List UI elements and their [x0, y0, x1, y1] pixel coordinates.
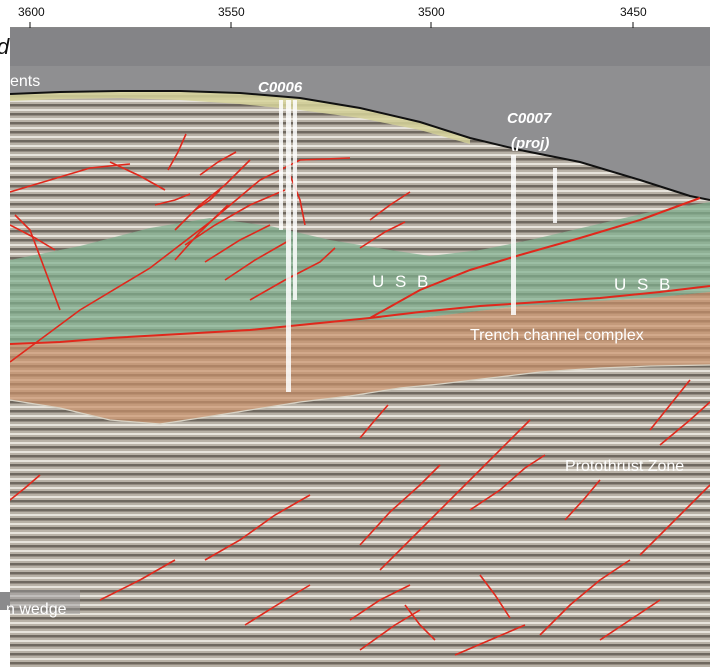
fault — [199, 151, 237, 176]
fault — [564, 479, 601, 521]
trench-base-line — [10, 364, 710, 425]
fault — [10, 474, 41, 501]
borehole-segment — [511, 155, 516, 315]
fault — [349, 584, 411, 621]
tick-label-3450: 3450 — [620, 5, 647, 19]
fault-lines — [10, 133, 710, 656]
fault — [204, 494, 311, 561]
fault — [224, 239, 291, 281]
water-column — [10, 28, 710, 200]
wedge-label-band — [10, 590, 80, 614]
fault — [359, 221, 406, 249]
well-label-c0007-proj: (proj) — [511, 135, 549, 152]
header-band — [10, 28, 710, 66]
fault — [379, 419, 531, 571]
fault — [194, 189, 221, 211]
tick-label-3600: 3600 — [18, 5, 45, 19]
fault — [167, 133, 187, 171]
unit-label-protothrust: Protothrust Zone — [565, 458, 684, 475]
slope-sediment-layer — [10, 91, 470, 144]
fault — [154, 193, 191, 206]
fault — [639, 484, 710, 556]
usb-label-left: U S B — [372, 272, 431, 291]
fault — [469, 454, 546, 511]
fault — [369, 191, 411, 221]
fault — [404, 604, 436, 641]
trench-channel-complex — [10, 292, 710, 424]
fault — [204, 224, 271, 263]
fault — [359, 464, 441, 546]
fault — [174, 159, 251, 231]
usb-top-fault — [369, 197, 701, 319]
left-margin-bar — [0, 592, 10, 610]
fault — [109, 161, 166, 191]
axis-band — [0, 0, 710, 28]
borehole-segment — [279, 100, 283, 230]
fault — [174, 204, 229, 261]
well-label-c0006: C0006 — [258, 79, 303, 96]
tick-label-3550: 3550 — [218, 5, 245, 19]
tick-label-3500: 3500 — [418, 5, 445, 19]
unit-label-wedge: n wedge — [6, 601, 67, 618]
usb-label-right: U S B — [614, 275, 673, 294]
fault — [184, 189, 286, 246]
borehole-segment — [286, 100, 291, 392]
corner-letter: d — [0, 34, 10, 59]
fault — [244, 584, 311, 626]
fault — [649, 379, 691, 431]
usb-unit — [10, 202, 710, 344]
fault — [539, 559, 631, 636]
fault — [10, 224, 56, 251]
fault — [659, 401, 710, 446]
borehole-c0007 — [511, 155, 557, 315]
borehole-segment — [293, 100, 297, 300]
seafloor-line — [10, 90, 710, 201]
fault — [10, 163, 131, 193]
fault — [454, 624, 526, 656]
well-label-c0007: C0007 — [507, 110, 552, 127]
axis-ticks — [29, 22, 634, 28]
fault — [14, 214, 61, 311]
fault — [359, 609, 421, 651]
fault — [99, 559, 176, 601]
unit-label-sediments: ents — [10, 73, 40, 90]
borehole-segment — [553, 168, 557, 223]
fault — [359, 404, 389, 439]
fault — [249, 247, 336, 301]
fault — [599, 599, 661, 641]
borehole-c0006 — [279, 100, 297, 392]
unit-label-trench-channel: Trench channel complex — [470, 327, 644, 344]
fault — [479, 574, 511, 619]
